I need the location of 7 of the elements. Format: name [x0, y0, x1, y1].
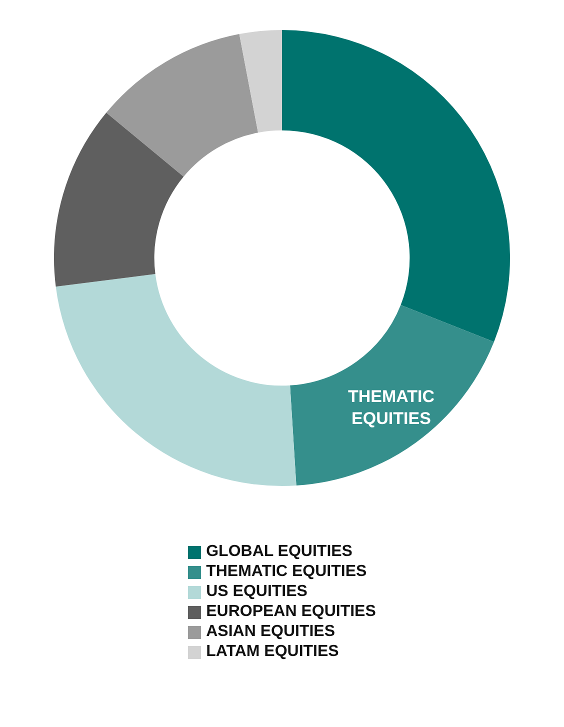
- legend-label: THEMATIC EQUITIES: [206, 563, 367, 581]
- legend-label: US EQUITIES: [206, 583, 308, 601]
- legend-label: GLOBAL EQUITIES: [206, 543, 352, 561]
- legend-label: EUROPEAN EQUITIES: [206, 603, 376, 621]
- legend-label: ASIAN EQUITIES: [206, 623, 335, 641]
- legend-label: LATAM EQUITIES: [206, 643, 339, 661]
- text: THEMATIC EQUITIES: [348, 387, 435, 428]
